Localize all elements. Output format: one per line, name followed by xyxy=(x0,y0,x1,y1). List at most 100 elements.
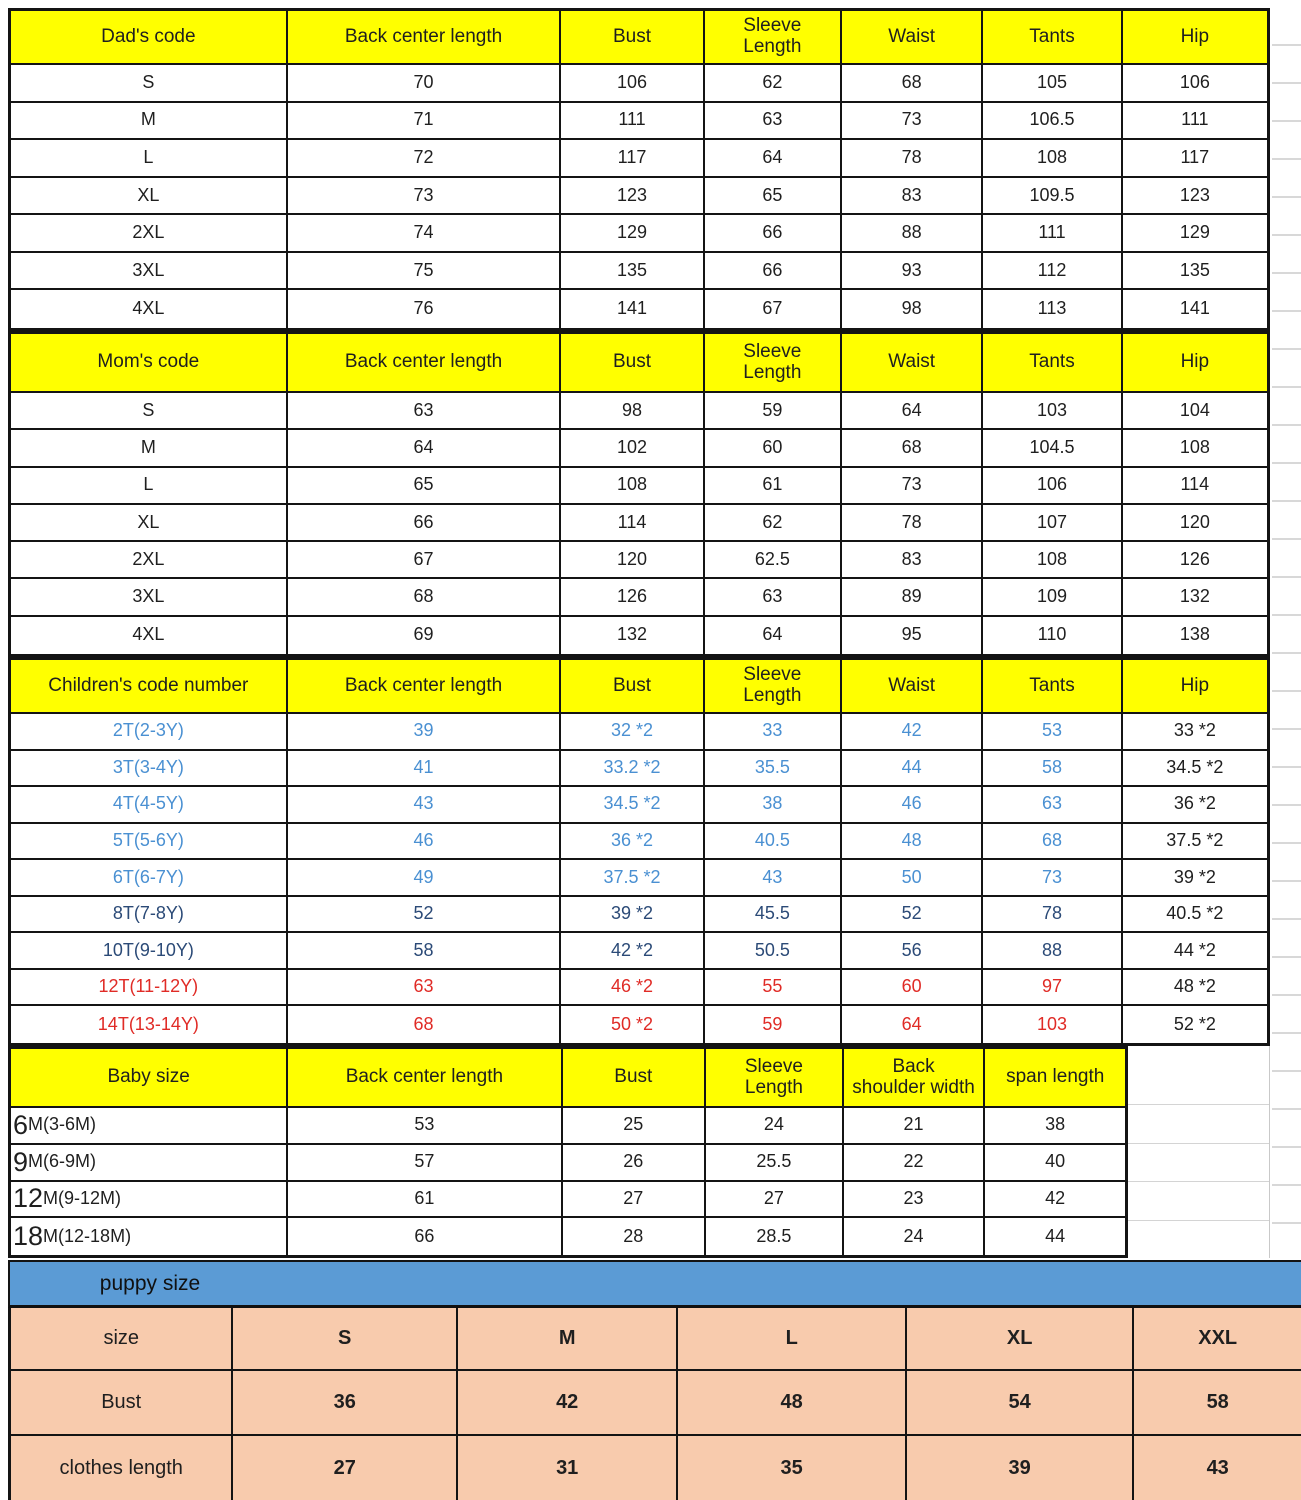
table-cell: 42 xyxy=(985,1182,1125,1219)
row-label: 2XL xyxy=(11,542,288,580)
puppy-cell: 35 xyxy=(678,1436,907,1500)
row-label: 4XL xyxy=(11,290,288,328)
table-cell: 44 *2 xyxy=(1122,933,1267,970)
table-cell: 76 xyxy=(288,290,562,328)
table-cell: 73 xyxy=(983,860,1123,897)
table-cell: 40 xyxy=(985,1145,1125,1182)
table-cell: 46 xyxy=(287,823,562,861)
column-header: Hip xyxy=(1122,660,1267,714)
table-cell: 68 xyxy=(287,579,562,617)
column-header: Waist xyxy=(842,11,984,65)
table-cell: 49 xyxy=(287,860,562,897)
baby-size-table: Baby size Back center length Bust Sleeve Le… xyxy=(8,1046,1128,1258)
column-header: Mom's code xyxy=(11,334,288,393)
table-cell: 98 xyxy=(842,290,984,328)
table-cell: 141 xyxy=(1179,298,1210,319)
table-cell: 38 xyxy=(985,1108,1125,1145)
table-cell: 46 *2 xyxy=(561,969,705,1007)
table-cell: 105 xyxy=(983,65,1123,103)
table-cell: 63 xyxy=(287,393,562,431)
table-cell: 56 xyxy=(842,933,984,970)
row-label: 4XL xyxy=(11,616,288,654)
row-label: 12T(11-12Y) xyxy=(11,969,288,1007)
table-cell: 123 xyxy=(561,177,705,216)
table-cell: 135 xyxy=(1122,253,1267,291)
column-header: Tants xyxy=(983,660,1123,714)
row-label: 3XL xyxy=(11,252,288,291)
table-cell: 68 xyxy=(983,823,1123,861)
column-header: Sleeve Length xyxy=(706,1049,844,1108)
puppy-cell: 31 xyxy=(458,1436,679,1500)
table-cell: 61 xyxy=(704,467,843,505)
table-cell: 37.5 *2 xyxy=(1122,824,1267,861)
table-cell: 78 xyxy=(983,896,1123,934)
children-size-table: Children's code number Back center length… xyxy=(8,657,1270,1046)
row-label: 2T(2-3Y) xyxy=(11,714,288,751)
table-cell: 50 xyxy=(842,860,984,897)
table-cell: 120 xyxy=(561,542,705,580)
puppy-cell: 39 xyxy=(907,1436,1135,1500)
table-cell: 73 xyxy=(842,102,984,141)
table-cell: 24 xyxy=(844,1218,986,1255)
table-cell: 44 xyxy=(1045,1225,1066,1246)
table-cell: 108 xyxy=(983,140,1123,178)
table-cell: 66 xyxy=(288,1218,563,1255)
spreadsheet-gridlines xyxy=(1272,8,1301,1258)
table-cell: 65 xyxy=(704,177,843,216)
table-cell: 63 xyxy=(704,102,843,141)
table-cell: 64 xyxy=(287,430,562,468)
table-cell: 44 xyxy=(842,750,984,788)
table-cell: 129 xyxy=(561,215,705,253)
row-label: 5T(5-6Y) xyxy=(11,823,288,861)
table-cell: 97 xyxy=(983,969,1123,1007)
table-cell: 103 xyxy=(983,393,1123,431)
column-header: Dad's code xyxy=(11,11,288,65)
table-cell: 24 xyxy=(706,1108,844,1145)
table-cell: 69 xyxy=(288,616,562,654)
table-cell: 27 xyxy=(706,1181,844,1219)
table-cell: 52 *2 xyxy=(1173,1013,1216,1034)
table-cell: 46 xyxy=(842,787,984,824)
column-header: Back center length xyxy=(287,334,562,393)
table-cell: 23 xyxy=(843,1181,986,1219)
table-cell: 21 xyxy=(843,1108,986,1145)
table-cell: 120 xyxy=(1122,505,1267,543)
table-cell: 42 *2 xyxy=(561,933,705,970)
puppy-row-label: Bust xyxy=(11,1370,234,1437)
column-header: Sleeve Length xyxy=(704,660,843,714)
column-header: Tants xyxy=(983,334,1123,393)
row-label: 12 M(9-12M) xyxy=(11,1181,289,1219)
table-cell: 95 xyxy=(842,616,984,654)
table-cell: 126 xyxy=(1122,542,1267,580)
row-label: 8T(7-8Y) xyxy=(11,896,288,934)
table-cell: 109 xyxy=(983,579,1123,617)
table-cell: 67 xyxy=(287,542,562,580)
table-cell: 60 xyxy=(842,969,984,1007)
row-label: 9 M(6-9M) xyxy=(11,1144,289,1182)
table-cell: 112 xyxy=(983,252,1123,291)
puppy-cell: XL xyxy=(906,1308,1135,1371)
mom-size-table: Mom's code Back center length Bust Sleeve L… xyxy=(8,331,1270,657)
table-cell: 111 xyxy=(561,102,705,141)
column-header: Bust xyxy=(561,334,705,393)
table-cell: 66 xyxy=(704,215,843,253)
table-cell: 59 xyxy=(705,1006,843,1043)
row-label: 10T(9-10Y) xyxy=(11,933,288,970)
row-label: 3T(3-4Y) xyxy=(11,750,288,788)
table-cell: 26 xyxy=(562,1144,707,1182)
row-label: L xyxy=(11,140,288,178)
table-cell: 32 *2 xyxy=(561,714,705,751)
table-cell: 25.5 xyxy=(706,1144,844,1182)
table-cell: 55 xyxy=(704,969,843,1007)
table-cell: 106 xyxy=(983,467,1123,505)
table-cell: 50 *2 xyxy=(561,1006,705,1043)
table-cell: 43 xyxy=(704,860,843,897)
column-header: Bust xyxy=(561,660,705,714)
row-label: 14T(13-14Y) xyxy=(11,1006,288,1043)
table-cell: 63 xyxy=(287,969,562,1007)
table-cell: 78 xyxy=(842,504,984,543)
empty-spreadsheet-cells xyxy=(1128,1046,1270,1258)
table-cell: 62 xyxy=(704,65,843,103)
table-cell: 62.5 xyxy=(704,542,843,580)
table-cell: 53 xyxy=(983,714,1123,751)
